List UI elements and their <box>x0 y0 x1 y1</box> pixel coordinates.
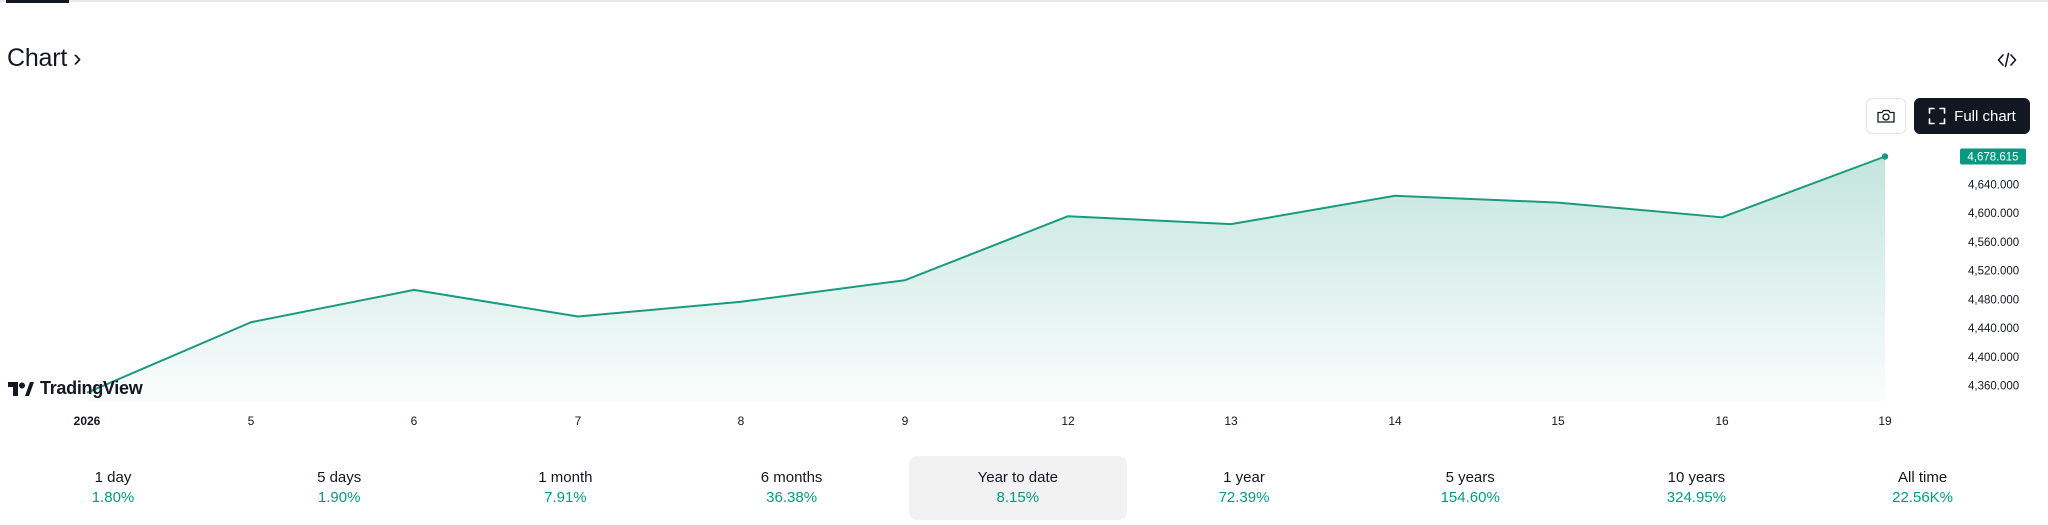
performance-periods: 1 day 1.80% 5 days 1.90% 1 month 7.91% 6 month… <box>4 456 2044 520</box>
x-axis-tick-label: 14 <box>1388 414 1402 428</box>
x-axis-tick-label: 13 <box>1224 414 1238 428</box>
x-axis-tick-label: 15 <box>1551 414 1565 428</box>
x-axis-tick-label: 5 <box>248 414 255 428</box>
period-label: 5 days <box>317 469 362 486</box>
last-price-label: 4,678.615 <box>1967 152 2018 164</box>
x-axis-tick-label: 19 <box>1878 414 1892 428</box>
tradingview-logo-text: TradingView <box>40 378 143 398</box>
full-chart-label: Full chart <box>1954 107 2016 125</box>
period-change-value: 1.80% <box>91 489 135 506</box>
embed-code-button[interactable] <box>1990 48 2024 72</box>
period-label: 6 months <box>760 469 823 486</box>
x-axis-tick-label: 2026 <box>74 414 101 428</box>
y-axis-tick-label: 4,640.000 <box>1968 179 2019 191</box>
x-axis-tick-label: 9 <box>902 414 909 428</box>
period-change-value: 8.15% <box>996 489 1040 506</box>
y-axis-tick-label: 4,440.000 <box>1968 323 2019 335</box>
period-label: 1 year <box>1223 469 1265 486</box>
chevron-right-icon: › <box>73 44 82 72</box>
period-change-value: 324.95% <box>1666 489 1726 506</box>
camera-icon <box>1877 109 1895 123</box>
snapshot-button[interactable] <box>1866 98 1906 134</box>
x-axis-tick-label: 6 <box>411 414 418 428</box>
y-axis-tick-label: 4,360.000 <box>1968 381 2019 393</box>
period-year-to-date[interactable]: Year to date 8.15% <box>908 456 1127 520</box>
period-change-value: 1.90% <box>317 489 361 506</box>
period-change-value: 7.91% <box>544 489 587 506</box>
period-label: Year to date <box>977 469 1058 486</box>
x-axis-tick-label: 16 <box>1715 414 1729 428</box>
period-label: All time <box>1898 469 1948 486</box>
period-change-value: 72.39% <box>1218 489 1270 506</box>
fullscreen-icon <box>1928 107 1946 125</box>
period-label: 1 day <box>94 469 132 486</box>
period-1-month[interactable]: 1 month 7.91% <box>456 456 674 520</box>
period-label: 5 years <box>1445 469 1495 486</box>
price-area-fill <box>87 156 1885 402</box>
period-label: 1 month <box>538 469 593 486</box>
chart-header-link[interactable]: Chart › <box>7 44 81 73</box>
y-axis-tick-label: 4,560.000 <box>1968 237 2019 249</box>
y-axis-tick-label: 4,600.000 <box>1968 208 2019 220</box>
active-tab-indicator <box>6 0 69 3</box>
period-5-years[interactable]: 5 years 154.60% <box>1361 456 1579 520</box>
top-divider <box>0 0 2048 2</box>
x-axis-tick-label: 12 <box>1061 414 1075 428</box>
period-5-days[interactable]: 5 days 1.90% <box>230 456 448 520</box>
period-change-value: 22.56K% <box>1892 489 1954 506</box>
last-price-badge <box>1960 148 2026 165</box>
code-embed-icon <box>1997 52 2017 68</box>
price-area-chart: 4,360.000 4,400.000 4,440.000 4,480.000 4,52… <box>74 148 2026 428</box>
period-10-years[interactable]: 10 years 324.95% <box>1587 456 1805 520</box>
period-1-day[interactable]: 1 day 1.80% <box>4 456 222 520</box>
chart-title: Chart <box>7 44 68 72</box>
period-change-value: 36.38% <box>766 489 818 506</box>
y-axis-tick-label: 4,400.000 <box>1968 352 2019 364</box>
x-axis-tick-label: 7 <box>575 414 582 428</box>
price-series-line <box>86 155 1886 394</box>
tradingview-logo[interactable]: TradingView <box>8 378 143 399</box>
x-axis-tick-label: 8 <box>738 414 745 428</box>
y-axis-tick-label: 4,520.000 <box>1968 266 2019 278</box>
y-axis-tick-label: 4,480.000 <box>1968 294 2019 306</box>
period-change-value: 154.60% <box>1440 489 1500 506</box>
period-6-months[interactable]: 6 months 36.38% <box>683 456 901 520</box>
last-price-dot <box>1881 153 1889 160</box>
period-all-time[interactable]: All time 22.56K% <box>1814 456 2032 520</box>
period-1-year[interactable]: 1 year 72.39% <box>1135 456 1353 520</box>
tradingview-logo-icon <box>8 381 34 396</box>
full-chart-button[interactable]: Full chart <box>1914 98 2030 134</box>
period-label: 10 years <box>1667 469 1726 486</box>
